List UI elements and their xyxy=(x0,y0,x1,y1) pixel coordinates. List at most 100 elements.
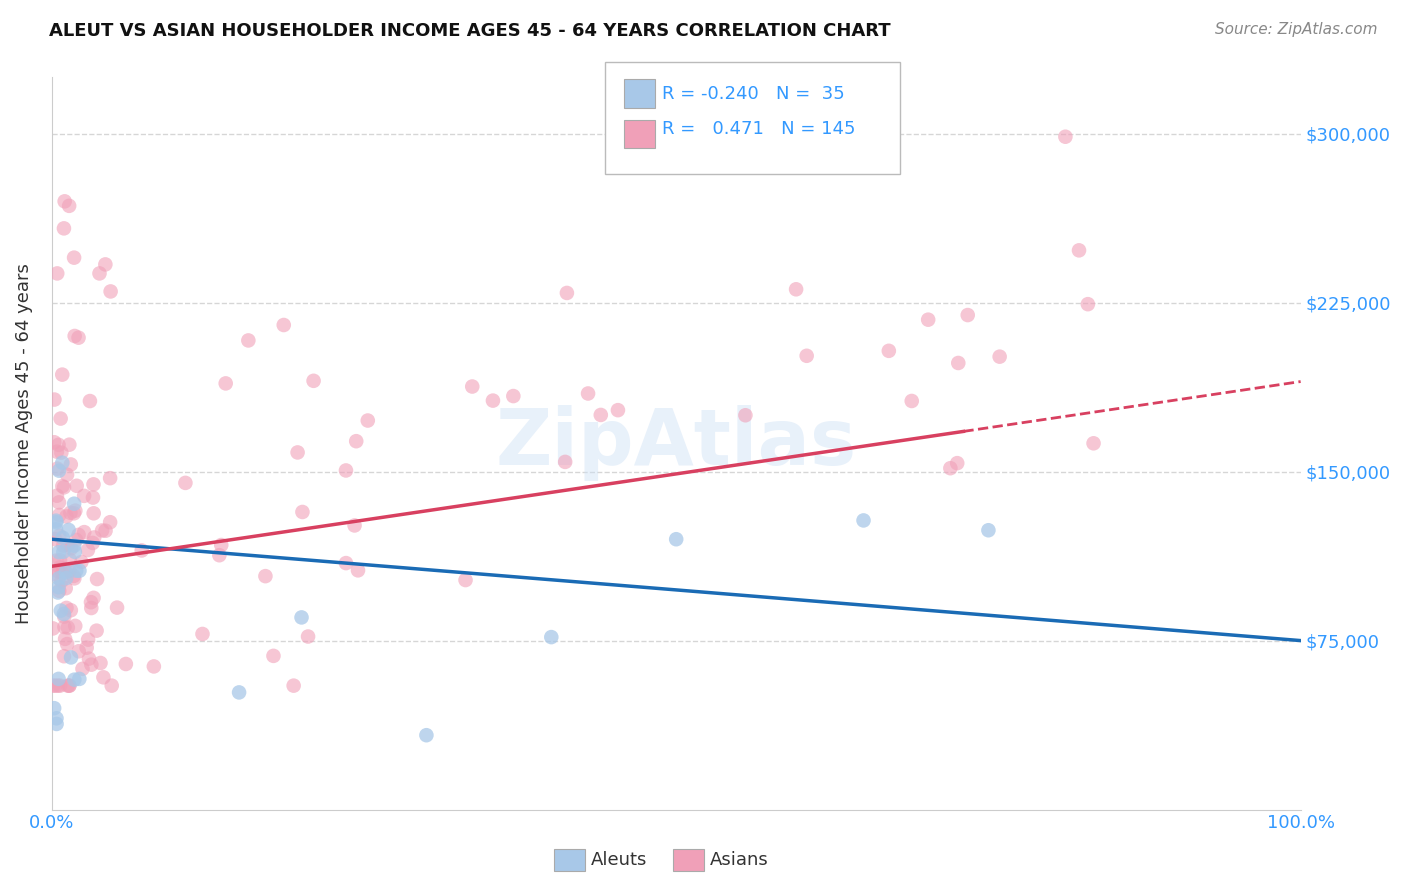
Point xyxy=(56,679,79,693)
Point xyxy=(86,572,108,586)
Point xyxy=(79,394,101,409)
Point xyxy=(52,562,75,576)
Point xyxy=(254,569,277,583)
Point xyxy=(273,318,295,332)
Point xyxy=(48,508,70,522)
Point xyxy=(83,506,105,520)
Point xyxy=(297,630,319,644)
Point xyxy=(215,376,238,391)
Point xyxy=(502,389,524,403)
Point xyxy=(59,458,82,472)
Point xyxy=(53,649,76,664)
Point xyxy=(56,637,79,651)
Point xyxy=(461,379,484,393)
Point xyxy=(44,435,66,450)
Point xyxy=(939,461,962,475)
Point xyxy=(59,506,82,520)
Point xyxy=(51,368,73,382)
Point xyxy=(48,438,70,452)
Point xyxy=(67,528,90,542)
Point xyxy=(55,565,77,579)
Point xyxy=(63,571,86,585)
Point xyxy=(52,607,75,621)
Point xyxy=(58,199,80,213)
Point xyxy=(45,711,67,725)
Point xyxy=(283,679,305,693)
Point xyxy=(46,679,69,693)
Point xyxy=(100,679,122,693)
Point xyxy=(83,477,105,491)
Point xyxy=(607,403,630,417)
Point xyxy=(65,564,87,578)
Point xyxy=(65,533,87,547)
Point xyxy=(63,545,86,559)
Point xyxy=(53,194,76,209)
Point xyxy=(86,624,108,638)
Point xyxy=(44,392,66,407)
Point xyxy=(53,620,76,634)
Point xyxy=(131,543,153,558)
Point xyxy=(59,553,82,567)
Point xyxy=(49,411,72,425)
Point xyxy=(56,538,79,552)
Point xyxy=(42,679,65,693)
Point xyxy=(335,556,357,570)
Point xyxy=(73,525,96,540)
Point xyxy=(46,564,69,578)
Point xyxy=(44,679,66,693)
Point xyxy=(45,444,67,458)
Point xyxy=(42,622,65,636)
Point xyxy=(80,657,103,672)
Point xyxy=(46,267,69,281)
Point xyxy=(73,489,96,503)
Point xyxy=(58,564,80,578)
Point xyxy=(58,679,80,693)
Point xyxy=(988,350,1011,364)
Point xyxy=(48,560,70,574)
Point xyxy=(785,282,807,296)
Text: ZipAtlas: ZipAtlas xyxy=(496,406,856,482)
Point xyxy=(42,567,65,582)
Point xyxy=(70,555,93,569)
Text: ALEUT VS ASIAN HOUSEHOLDER INCOME AGES 45 - 64 YEARS CORRELATION CHART: ALEUT VS ASIAN HOUSEHOLDER INCOME AGES 4… xyxy=(49,22,891,40)
Point xyxy=(105,600,128,615)
Point xyxy=(49,553,72,567)
Text: Source: ZipAtlas.com: Source: ZipAtlas.com xyxy=(1215,22,1378,37)
Point xyxy=(174,475,197,490)
Text: Asians: Asians xyxy=(710,851,769,869)
Point xyxy=(55,581,77,595)
Point xyxy=(60,541,83,556)
Point xyxy=(98,515,121,529)
Point xyxy=(589,408,612,422)
Point xyxy=(1054,129,1077,144)
Point xyxy=(209,538,232,552)
Point xyxy=(55,601,77,615)
Point xyxy=(83,591,105,605)
Point xyxy=(335,463,357,477)
Point xyxy=(48,672,70,686)
Point xyxy=(45,515,67,529)
Point xyxy=(48,571,70,585)
Point xyxy=(60,650,83,665)
Point xyxy=(91,524,114,538)
Point xyxy=(540,630,562,644)
Point xyxy=(67,644,90,658)
Point xyxy=(290,610,312,624)
Point xyxy=(56,467,79,482)
Point xyxy=(63,673,86,687)
Point xyxy=(191,627,214,641)
Point xyxy=(82,536,104,550)
Point xyxy=(67,331,90,345)
Point xyxy=(576,386,599,401)
Point xyxy=(56,621,79,635)
Point xyxy=(208,548,231,562)
Point xyxy=(51,566,73,581)
Point xyxy=(51,574,73,588)
Point xyxy=(48,529,70,543)
Point xyxy=(917,312,939,326)
Point xyxy=(53,632,76,646)
Point xyxy=(63,251,86,265)
Point xyxy=(48,583,70,598)
Point xyxy=(66,479,89,493)
Point xyxy=(80,595,103,609)
